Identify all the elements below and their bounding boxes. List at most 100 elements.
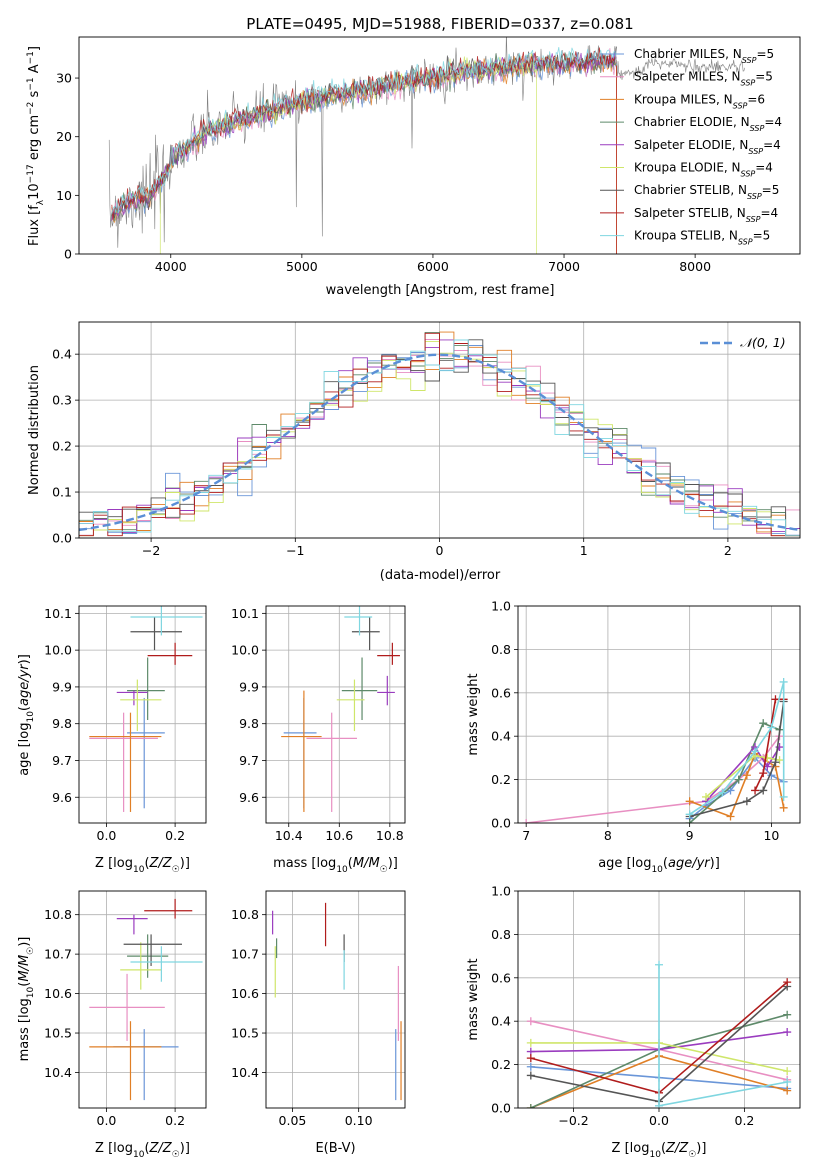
y-tick-label: 9.6 xyxy=(52,790,72,805)
series-marker xyxy=(783,1028,792,1037)
plot-area xyxy=(526,960,792,1108)
y-tick-label: 10.5 xyxy=(231,1026,259,1041)
y-tick-label: 0.4 xyxy=(52,347,72,362)
model-spectrum-chabrier_miles xyxy=(111,52,617,219)
errorbar-kroupa_elodie xyxy=(120,679,162,732)
legend-label-normal: 𝒩(0, 1) xyxy=(740,335,786,350)
x-tick-label: 2 xyxy=(724,543,732,558)
y-tick-label: 10.1 xyxy=(44,606,72,621)
series-marker xyxy=(526,1017,535,1026)
series-marker xyxy=(783,1010,792,1019)
series-marker xyxy=(783,1077,792,1086)
errorbar-kroupa_miles xyxy=(89,712,162,812)
y-tick-label: 9.8 xyxy=(52,716,72,731)
x-axis-label: mass [log10(M/M☉)] xyxy=(273,856,398,875)
series-marker xyxy=(526,1104,535,1108)
y-tick-label: 0.3 xyxy=(52,393,72,408)
y-tick-label: 10.1 xyxy=(231,606,259,621)
series-line xyxy=(689,752,785,818)
axes-frame xyxy=(517,605,801,824)
series-marker xyxy=(742,771,751,780)
plot-area xyxy=(89,898,203,1101)
errorbar-kroupa_stelib xyxy=(130,946,203,982)
y-tick-label: 10.8 xyxy=(44,907,72,922)
series-kroupa_stelib xyxy=(685,677,788,819)
model-spectrum-chabrier_elodie xyxy=(111,52,617,221)
histogram-salpeter_stelib xyxy=(79,332,800,538)
y-tick-label: 0.0 xyxy=(52,531,72,546)
plot-area xyxy=(79,331,800,538)
x-axis-label: wavelength [Angstrom, rest frame] xyxy=(326,283,555,298)
series-marker xyxy=(685,797,694,806)
y-tick-label: 0.0 xyxy=(491,1101,511,1116)
errorbar-chabrier_miles xyxy=(113,1029,179,1101)
y-tick-label: 10.7 xyxy=(231,947,259,962)
x-tick-label: 0.0 xyxy=(97,1113,117,1128)
series-marker xyxy=(526,1071,535,1080)
series-marker xyxy=(771,695,780,704)
errorbar-salpeter_elodie xyxy=(116,690,148,706)
series-marker xyxy=(771,758,780,767)
series-marker xyxy=(751,786,760,795)
errorbar-salpeter_miles xyxy=(306,712,357,812)
y-tick-label: 10.4 xyxy=(44,1065,72,1080)
y-tick-label: 9.7 xyxy=(239,753,259,768)
y-tick-label: 9.6 xyxy=(239,790,259,805)
series-marker xyxy=(783,978,792,987)
x-tick-label: 9 xyxy=(686,828,694,843)
errorbar-salpeter_miles xyxy=(89,973,165,1041)
series-marker xyxy=(763,753,772,762)
x-tick-label: 10.8 xyxy=(376,828,404,843)
series-marker xyxy=(685,810,694,819)
series-marker xyxy=(734,775,743,784)
legend-label-chabrier_miles: Chabrier MILES, NSSP=5 xyxy=(634,47,774,65)
y-axis-label: Normed distribution xyxy=(27,365,42,495)
plot-area xyxy=(108,37,745,254)
y-axis-label: age [log10(age/yr)] xyxy=(17,654,36,776)
y-tick-label: 0.8 xyxy=(491,642,511,657)
series-marker xyxy=(655,960,663,969)
y-tick-label: 10 xyxy=(56,188,72,203)
plot-spectrum: 4000 5000 6000 7000 8000 0 10 20 30 Chabrier MILE… xyxy=(26,36,801,298)
x-tick-label: 0 xyxy=(436,543,444,558)
errorbar-salpeter_elodie xyxy=(377,675,395,706)
x-axis-label: (data-model)/error xyxy=(380,568,501,583)
plot-area xyxy=(281,606,400,812)
series-marker xyxy=(767,723,776,732)
legend-label-kroupa_elodie: Kroupa ELODIE, NSSP=4 xyxy=(634,161,773,179)
series-marker xyxy=(759,719,768,728)
series-line xyxy=(689,681,785,815)
y-tick-label: 10.0 xyxy=(231,643,259,658)
normal-curve xyxy=(79,353,800,532)
series-marker xyxy=(526,1062,535,1071)
x-tick-label: 10.4 xyxy=(275,828,303,843)
x-tick-label: 5000 xyxy=(286,259,318,274)
x-tick-label: 1 xyxy=(580,543,588,558)
axes-frame xyxy=(265,605,406,824)
model-spectrum-kroupa_stelib xyxy=(111,47,617,215)
y-tick-label: 0.2 xyxy=(491,772,511,787)
errorbar-salpeter_stelib xyxy=(377,642,400,665)
series-marker xyxy=(775,756,784,765)
x-tick-label: 7000 xyxy=(548,259,580,274)
y-tick-label: 0.2 xyxy=(491,1057,511,1072)
errorbar-chabrier_stelib xyxy=(351,617,380,651)
plot-area xyxy=(89,606,203,812)
figure-title: PLATE=0495, MJD=51988, FIBERID=0337, z=0… xyxy=(246,15,633,33)
y-tick-label: 20 xyxy=(56,129,72,144)
series-marker xyxy=(759,769,768,778)
errorbar-kroupa_stelib xyxy=(344,606,373,636)
x-tick-label: 0.2 xyxy=(165,1113,185,1128)
series-line xyxy=(705,754,780,798)
y-tick-label: 0.4 xyxy=(491,1014,511,1029)
x-axis-label: E(B-V) xyxy=(315,1141,355,1156)
data-spectrum xyxy=(108,37,745,248)
y-tick-label: 0 xyxy=(64,247,72,262)
series-marker xyxy=(779,677,788,686)
y-tick-label: 9.9 xyxy=(52,679,72,694)
x-tick-label: −2 xyxy=(142,543,160,558)
y-tick-label: 10.6 xyxy=(231,986,259,1001)
y-axis-label: mass weight xyxy=(466,673,481,755)
x-axis-label: Z [log10(Z/Z☉)] xyxy=(95,1141,190,1160)
